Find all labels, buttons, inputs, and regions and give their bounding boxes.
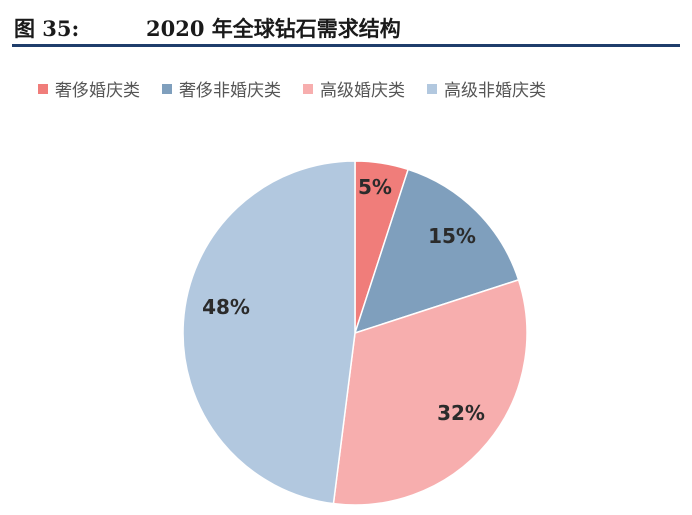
legend-item-premium-non-wedding: 高级非婚庆类: [427, 76, 546, 101]
title-underline: [12, 44, 680, 47]
legend-label: 奢侈婚庆类: [55, 81, 140, 101]
legend-label: 高级非婚庆类: [444, 81, 546, 101]
pie-labels: 5% 15% 32% 48%: [202, 175, 485, 425]
pie-slice: [353, 168, 520, 335]
legend-swatch: [427, 83, 437, 94]
legend-label: 高级婚庆类: [320, 81, 405, 101]
legend-item-premium-wedding: 高级婚庆类: [303, 76, 405, 101]
pie-slices: [182, 160, 528, 506]
pie-slice: [182, 160, 356, 505]
legend-item-luxury-wedding: 奢侈婚庆类: [38, 76, 140, 101]
slice-value-label: 48%: [202, 295, 250, 319]
legend-swatch: [38, 83, 48, 94]
legend-swatch: [303, 83, 313, 94]
chart-title: 2020 年全球钻石需求结构: [146, 16, 401, 41]
figure-header: 图 35: 2020 年全球钻石需求结构: [0, 0, 692, 50]
slice-value-label: 15%: [428, 224, 476, 248]
legend-item-luxury-non-wedding: 奢侈非婚庆类: [162, 76, 281, 101]
figure-number: 图 35:: [14, 16, 80, 41]
chart-legend: 奢侈婚庆类 奢侈非婚庆类 高级婚庆类 高级非婚庆类: [38, 76, 546, 101]
legend-label: 奢侈非婚庆类: [179, 81, 281, 101]
pie-slice: [332, 278, 528, 506]
slice-value-label: 32%: [437, 401, 485, 425]
slice-value-label: 5%: [358, 175, 392, 199]
legend-swatch: [162, 83, 172, 94]
